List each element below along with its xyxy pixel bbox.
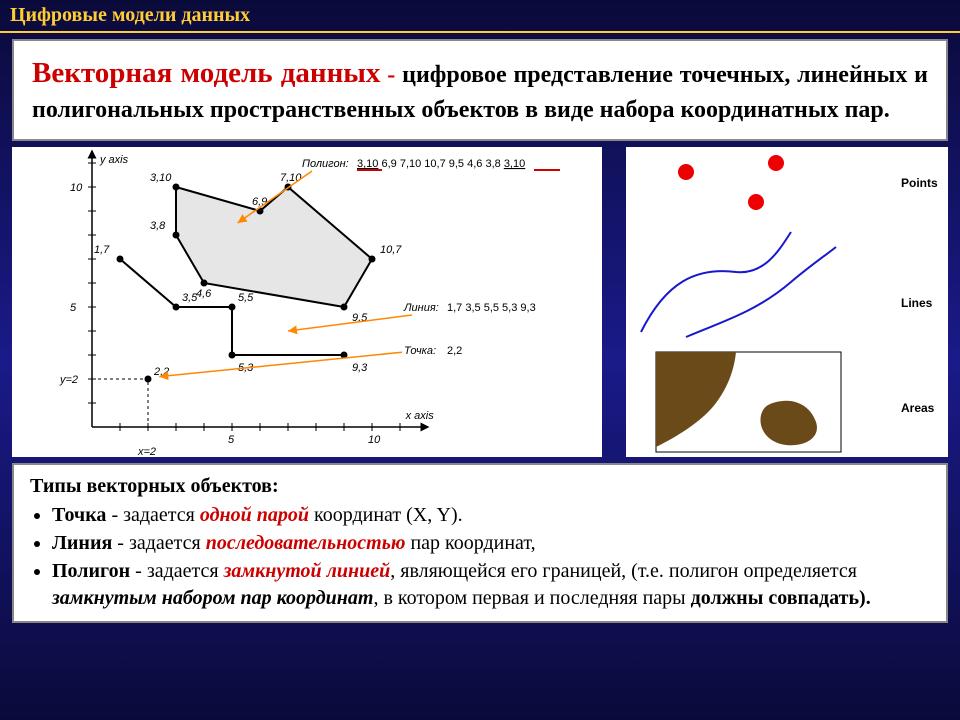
type-point: Точка - задается одной парой координат (… [52, 502, 930, 529]
svg-text:7,10: 7,10 [280, 172, 302, 184]
coordinate-chart: 510510x axisy axis3,106,97,1010,79,54,63… [12, 147, 602, 457]
label: Точка [52, 504, 106, 526]
svg-text:Points: Points [901, 176, 938, 190]
def-lead: цифровое представление [402, 62, 673, 88]
end-bold: должны совпадать). [691, 587, 871, 609]
svg-text:Линия:: Линия: [403, 302, 439, 314]
end: координат (X, Y). [309, 504, 463, 526]
svg-text:Полигон:: Полигон: [302, 158, 349, 170]
svg-text:10,7: 10,7 [380, 244, 402, 256]
svg-text:Lines: Lines [901, 296, 933, 310]
emph: последовательностью [206, 532, 406, 554]
def-dash: - [380, 62, 402, 88]
types-heading: Типы векторных объектов: [30, 473, 930, 500]
def-title: Векторная модель данных [32, 57, 380, 89]
svg-text:3,8: 3,8 [150, 220, 166, 232]
geometry-examples: Points Lines Areas [626, 147, 948, 457]
type-polygon: Полигон - задается замкнутой линией, явл… [52, 558, 930, 612]
mid: , являющейся его границей, (т.е. полигон… [390, 560, 857, 582]
svg-text:5,5: 5,5 [238, 292, 254, 304]
svg-text:x=2: x=2 [137, 446, 156, 457]
definition-box: Векторная модель данных - цифровое предс… [12, 39, 948, 141]
txt: - задается [112, 532, 205, 554]
svg-text:2,2: 2,2 [447, 345, 462, 357]
svg-text:x axis: x axis [405, 410, 435, 422]
page-header: Цифровые модели данных [0, 0, 960, 33]
svg-text:1,7: 1,7 [94, 244, 110, 256]
emph: замкнутой линией [224, 560, 391, 582]
emph2: замкнутым набором пар координат [52, 587, 373, 609]
type-line: Линия - задается последовательностью пар… [52, 530, 930, 557]
svg-text:3,10 6,9 7,10 10,7 9,5 4,6 3,8: 3,10 6,9 7,10 10,7 9,5 4,6 3,8 3,10 [357, 158, 525, 170]
svg-text:5: 5 [228, 434, 235, 446]
svg-text:Areas: Areas [901, 401, 935, 415]
label: Линия [52, 532, 112, 554]
svg-text:6,9: 6,9 [252, 196, 267, 208]
txt: - задается [130, 560, 223, 582]
svg-text:9,3: 9,3 [352, 362, 368, 374]
svg-text:5: 5 [70, 302, 77, 314]
svg-text:1,7 3,5 5,5 5,3 9,3: 1,7 3,5 5,5 5,3 9,3 [447, 302, 536, 314]
svg-text:10: 10 [70, 182, 83, 194]
svg-text:10: 10 [368, 434, 381, 446]
end: пар координат, [405, 532, 535, 554]
svg-text:4,6: 4,6 [196, 288, 212, 300]
svg-text:3,10: 3,10 [150, 172, 172, 184]
svg-text:y axis: y axis [99, 154, 129, 166]
txt: - задается [106, 504, 199, 526]
svg-text:y=2: y=2 [59, 374, 78, 386]
mid2: , в котором первая и последняя пары [373, 587, 690, 609]
label: Полигон [52, 560, 130, 582]
emph: одной парой [200, 504, 309, 526]
types-box: Типы векторных объектов: Точка - задаетс… [12, 463, 948, 623]
svg-text:Точка:: Точка: [404, 345, 436, 357]
svg-text:3,5: 3,5 [182, 292, 198, 304]
